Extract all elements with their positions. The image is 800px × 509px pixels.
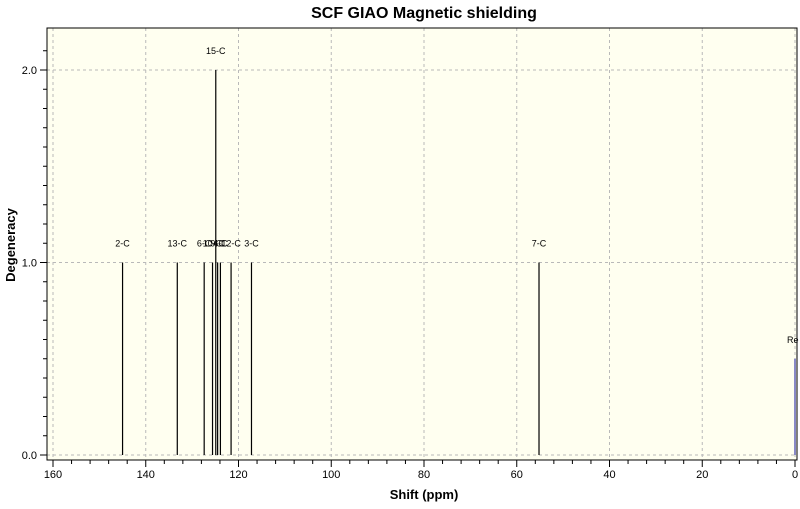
y-axis-label: Degeneracy <box>3 207 18 281</box>
peak-label: 2-C <box>115 239 130 249</box>
chart-title: SCF GIAO Magnetic shielding <box>311 5 537 22</box>
peak-label: 10-C <box>203 239 223 249</box>
peak-label: 9-C <box>210 239 225 249</box>
x-tick-label: 140 <box>137 469 155 481</box>
x-tick-label: 40 <box>603 469 615 481</box>
peak-label: 12-C <box>221 239 241 249</box>
y-tick-label: 0.0 <box>22 450 37 462</box>
y-tick-label: 2.0 <box>22 65 37 77</box>
x-tick-label: 120 <box>229 469 247 481</box>
y-tick-label: 1.0 <box>22 258 37 270</box>
x-tick-label: 60 <box>511 469 523 481</box>
x-tick-label: 160 <box>44 469 62 481</box>
plot-frame <box>46 27 798 461</box>
peak-label: 13-C <box>168 239 188 249</box>
x-axis-label: Shift (ppm) <box>390 487 459 502</box>
plot-area: 160 140 120 100 80 60 40 20 0 0.0 1.0 2.0 2-C 13-C 6-C… <box>22 27 799 481</box>
peak-label: 7-C <box>532 239 547 249</box>
peak-label: 15-C <box>206 46 226 56</box>
x-tick-label: 80 <box>418 469 430 481</box>
x-tick-label: 0 <box>792 469 798 481</box>
x-tick-label: 20 <box>696 469 708 481</box>
peak-label: Re <box>787 335 799 345</box>
peak-label: 6-C <box>197 239 212 249</box>
x-tick-label: 100 <box>322 469 340 481</box>
plot-background <box>47 28 797 460</box>
peak-label: 4-C <box>213 239 228 249</box>
peak-label: 3-C <box>244 239 259 249</box>
